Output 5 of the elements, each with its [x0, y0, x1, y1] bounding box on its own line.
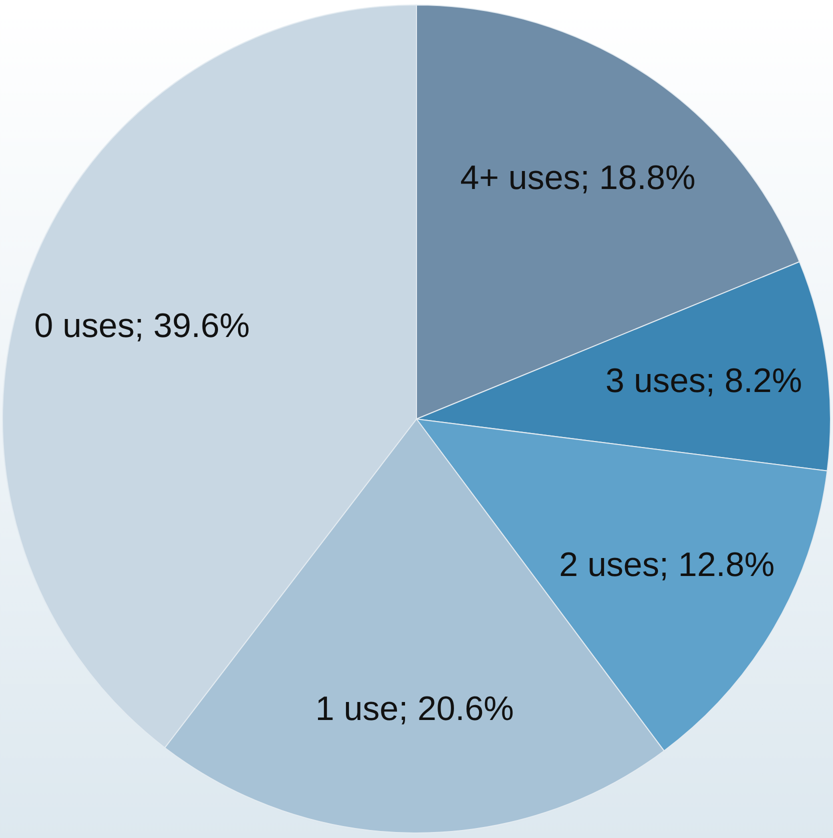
slice-label: 2 uses; 12.8%	[558, 544, 776, 585]
slice-label: 3 uses; 8.2%	[604, 360, 804, 401]
slice-label: 0 uses; 39.6%	[33, 306, 251, 346]
slice-label: 1 use; 20.6%	[314, 688, 515, 729]
slice-label: 4+ uses; 18.8%	[459, 158, 697, 198]
